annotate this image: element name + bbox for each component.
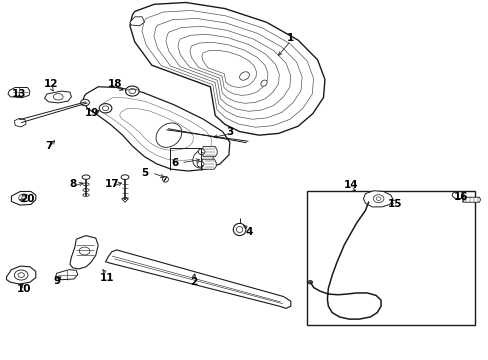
- Text: 16: 16: [453, 192, 468, 202]
- Ellipse shape: [79, 247, 90, 255]
- Ellipse shape: [198, 149, 204, 154]
- Text: 1: 1: [286, 33, 294, 43]
- Ellipse shape: [307, 280, 312, 284]
- Ellipse shape: [451, 192, 463, 199]
- Polygon shape: [44, 91, 71, 103]
- Text: 7: 7: [45, 141, 52, 151]
- Text: 13: 13: [12, 89, 26, 99]
- Ellipse shape: [18, 273, 24, 277]
- Text: 20: 20: [20, 194, 35, 204]
- Text: 10: 10: [17, 284, 31, 294]
- Ellipse shape: [260, 80, 266, 86]
- Ellipse shape: [156, 123, 182, 147]
- Polygon shape: [70, 235, 98, 269]
- Ellipse shape: [162, 176, 168, 182]
- Text: 2: 2: [189, 277, 197, 287]
- Ellipse shape: [102, 106, 108, 111]
- Text: 17: 17: [104, 179, 119, 189]
- Text: 14: 14: [343, 180, 357, 190]
- Ellipse shape: [82, 175, 90, 179]
- Text: 6: 6: [171, 158, 179, 168]
- Ellipse shape: [236, 226, 243, 233]
- Text: 5: 5: [141, 168, 148, 178]
- Polygon shape: [6, 266, 36, 284]
- Text: 18: 18: [108, 79, 122, 89]
- Text: 15: 15: [386, 199, 401, 210]
- Ellipse shape: [197, 161, 203, 167]
- Ellipse shape: [366, 200, 370, 203]
- Polygon shape: [122, 199, 128, 202]
- Text: 3: 3: [226, 127, 233, 136]
- Polygon shape: [203, 147, 217, 157]
- Ellipse shape: [14, 270, 28, 280]
- Polygon shape: [363, 191, 392, 207]
- Polygon shape: [14, 118, 26, 127]
- Ellipse shape: [82, 189, 89, 192]
- Polygon shape: [105, 250, 290, 309]
- Ellipse shape: [53, 94, 63, 100]
- Ellipse shape: [81, 99, 89, 106]
- Polygon shape: [55, 270, 78, 280]
- Ellipse shape: [19, 194, 29, 202]
- Ellipse shape: [372, 195, 383, 203]
- Polygon shape: [8, 87, 30, 98]
- Ellipse shape: [21, 196, 26, 200]
- Ellipse shape: [99, 104, 112, 113]
- Polygon shape: [130, 17, 144, 26]
- Polygon shape: [82, 87, 229, 171]
- Polygon shape: [11, 192, 36, 205]
- Text: 4: 4: [245, 227, 253, 237]
- Ellipse shape: [239, 72, 249, 80]
- Polygon shape: [130, 3, 325, 135]
- Polygon shape: [202, 159, 216, 169]
- Bar: [306, 191, 474, 325]
- Ellipse shape: [233, 224, 245, 235]
- Ellipse shape: [192, 149, 213, 168]
- Text: 11: 11: [100, 273, 114, 283]
- Ellipse shape: [129, 89, 136, 94]
- Ellipse shape: [121, 175, 129, 180]
- Ellipse shape: [375, 197, 380, 201]
- Ellipse shape: [82, 183, 89, 186]
- Text: 8: 8: [69, 179, 76, 189]
- Ellipse shape: [125, 86, 139, 96]
- Ellipse shape: [82, 194, 89, 197]
- Text: 12: 12: [43, 79, 58, 89]
- Polygon shape: [462, 197, 480, 202]
- Text: 19: 19: [85, 108, 100, 118]
- Text: 9: 9: [53, 276, 60, 286]
